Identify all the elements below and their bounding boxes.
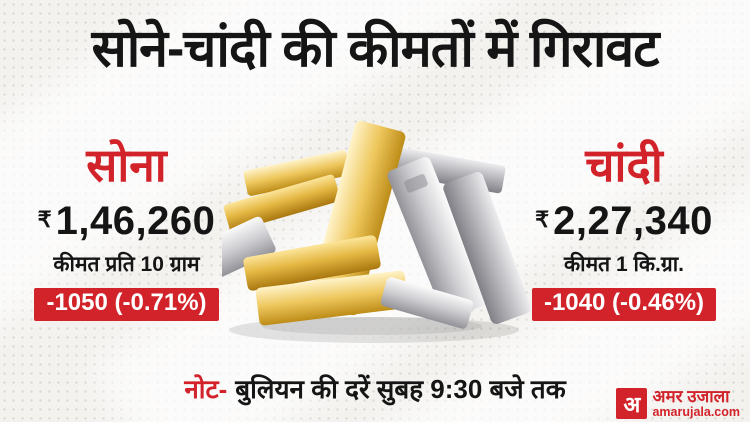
amar-ujala-logo: अ अमर उजाला amarujala.com <box>616 388 740 419</box>
silver-panel: चांदी ₹2,27,340 कीमत 1 कि.ग्रा. -1040 (-… <box>518 140 730 321</box>
gold-price: 1,46,260 <box>55 198 216 243</box>
footnote: नोट- बुलियन की दरें सुबह 9:30 बजे तक <box>0 370 750 406</box>
amar-ujala-logo-icon: अ <box>616 388 648 419</box>
silver-change-badge: -1040 (-0.46%) <box>531 287 717 321</box>
rupee-icon: ₹ <box>37 206 52 232</box>
gold-label: सोना <box>86 139 167 191</box>
footnote-prefix: नोट- <box>184 374 228 404</box>
gold-unit: कीमत प्रति 10 ग्राम <box>53 252 200 276</box>
silver-price-row: ₹2,27,340 <box>518 199 730 244</box>
silver-unit: कीमत 1 कि.ग्रा. <box>564 252 684 276</box>
gold-change-badge: -1050 (-0.71%) <box>34 287 219 321</box>
logo-domain: amarujala.com <box>652 404 740 419</box>
gold-silver-bars-image <box>222 120 530 343</box>
page-title: सोने-चांदी की कीमतों में गिरावट <box>91 20 660 78</box>
silver-price: 2,27,340 <box>553 198 713 243</box>
amar-ujala-logo-text: अमर उजाला amarujala.com <box>652 388 740 419</box>
gold-price-row: ₹1,46,260 <box>24 199 229 244</box>
logo-name: अमर उजाला <box>652 387 730 407</box>
silver-label: चांदी <box>585 139 663 191</box>
footnote-text: बुलियन की दरें सुबह 9:30 बजे तक <box>235 374 566 404</box>
gold-panel: सोना ₹1,46,260 कीमत प्रति 10 ग्राम -1050… <box>24 140 229 321</box>
rupee-icon: ₹ <box>535 206 550 232</box>
